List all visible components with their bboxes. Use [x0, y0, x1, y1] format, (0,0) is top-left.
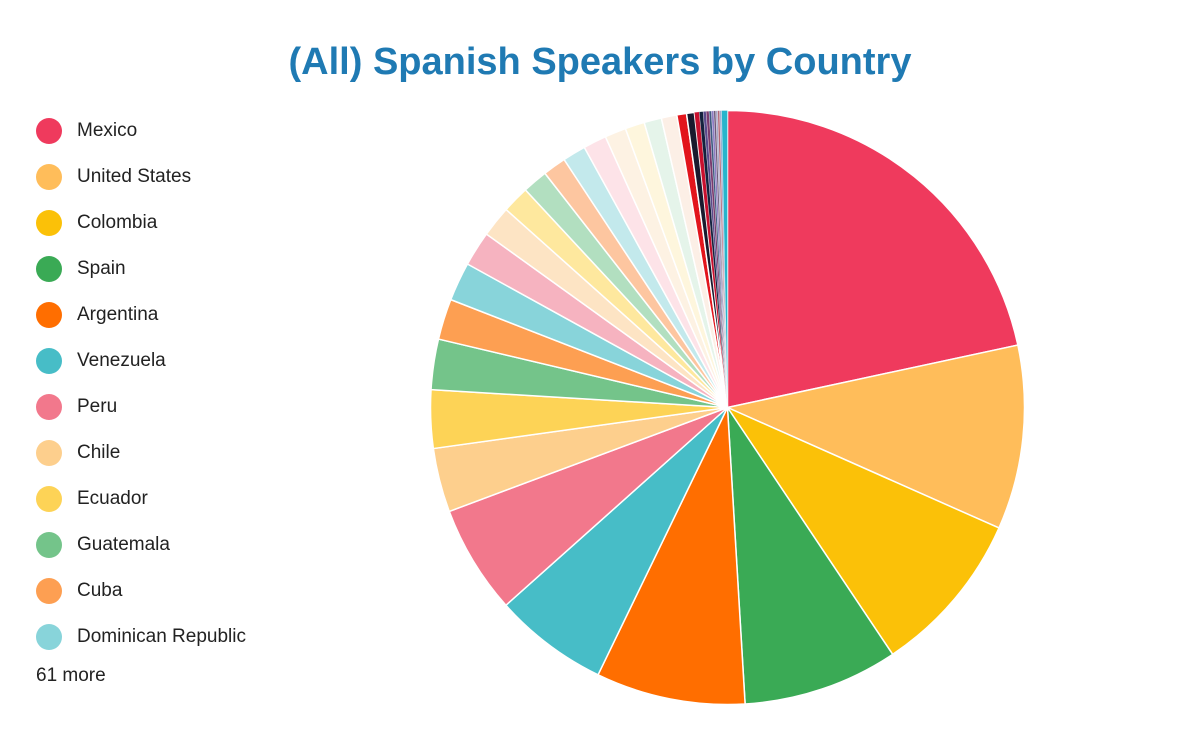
legend-item[interactable]: Peru: [36, 384, 336, 430]
legend-swatch: [36, 118, 62, 144]
legend-swatch: [36, 486, 62, 512]
pie-slice-united-states[interactable]: [726, 344, 1026, 529]
legend-label: Chile: [77, 442, 121, 463]
legend-label: Cuba: [77, 580, 123, 601]
legend-swatch: [36, 532, 62, 558]
pie-slice-argentina[interactable]: [597, 406, 746, 706]
chart-title: (All) Spanish Speakers by Country: [288, 41, 912, 83]
legend-item[interactable]: Ecuador: [36, 476, 336, 522]
pie-slice-spain[interactable]: [726, 406, 894, 705]
legend-swatch: [36, 348, 62, 374]
legend-swatch: [36, 256, 62, 282]
legend-label: Mexico: [77, 120, 138, 141]
legend-item[interactable]: Chile: [36, 430, 336, 476]
legend-more-link[interactable]: 61 more: [36, 665, 106, 686]
legend-item[interactable]: Guatemala: [36, 522, 336, 568]
pie-slice-colombia[interactable]: [726, 406, 1000, 656]
pie-chart: [429, 109, 1026, 706]
pie-slice-mexico[interactable]: [726, 109, 1019, 409]
legend-label: Guatemala: [77, 534, 170, 555]
legend-swatch: [36, 210, 62, 236]
legend-item[interactable]: Mexico: [36, 108, 336, 154]
legend-item[interactable]: Venezuela: [36, 338, 336, 384]
legend-label: Argentina: [77, 304, 159, 325]
legend-swatch: [36, 164, 62, 190]
legend-item[interactable]: Dominican Republic: [36, 614, 336, 660]
pie-slice[interactable]: [721, 110, 728, 408]
legend-label: Dominican Republic: [77, 626, 246, 647]
legend-swatch: [36, 578, 62, 604]
legend-label: Venezuela: [77, 350, 166, 371]
legend-swatch: [36, 302, 62, 328]
pie-slice-venezuela[interactable]: [505, 406, 729, 676]
legend-item[interactable]: Spain: [36, 246, 336, 292]
legend-item[interactable]: Argentina: [36, 292, 336, 338]
legend-swatch: [36, 440, 62, 466]
legend-item[interactable]: United States: [36, 154, 336, 200]
legend-label: Spain: [77, 258, 126, 279]
legend-swatch: [36, 624, 62, 650]
chart-legend: Mexico United States Colombia Spain Argentin…: [36, 108, 336, 660]
legend-label: United States: [77, 166, 192, 187]
legend-item[interactable]: Cuba: [36, 568, 336, 614]
legend-item[interactable]: Colombia: [36, 200, 336, 246]
legend-label: Peru: [77, 396, 118, 417]
legend-swatch: [36, 394, 62, 420]
legend-label: Colombia: [77, 212, 158, 233]
legend-label: Ecuador: [77, 488, 148, 509]
